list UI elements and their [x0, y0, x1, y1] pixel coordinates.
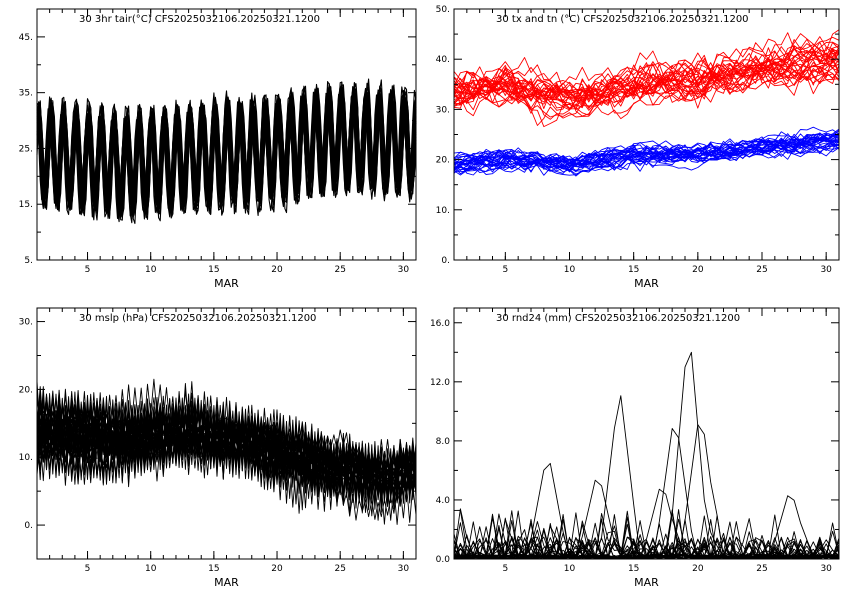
series-line-tx	[453, 43, 840, 100]
x-tick-label: 5	[85, 265, 91, 275]
x-tick-label: 25	[334, 265, 345, 275]
x-axis-label: MAR	[634, 576, 659, 589]
y-tick-label: 12.0	[430, 378, 450, 388]
x-tick-label: 30	[820, 265, 832, 275]
series-line-tx	[453, 48, 840, 128]
series-line-tx	[453, 49, 840, 111]
plot-area	[36, 78, 417, 225]
x-axis-label: MAR	[214, 576, 239, 589]
x-tick-label: 10	[564, 265, 576, 275]
chart-title: 30 rnd24 (mm) CFS2025032106.20250321.120…	[496, 313, 740, 324]
y-tick-label: 40.	[436, 55, 450, 65]
x-tick-label: 15	[628, 265, 639, 275]
series-line-tx	[453, 52, 840, 103]
x-tick-label: 20	[271, 564, 283, 574]
series-line-member	[36, 412, 417, 479]
series-line-tx	[453, 29, 840, 111]
y-tick-label: 20.	[436, 156, 450, 166]
y-tick-label: 0.	[24, 521, 33, 531]
series-line-member	[36, 393, 417, 503]
panel-tx-tn: MAR 5 10 15 20 25 30 0. 10. 20. 30. 40. 50. 30 tx an…	[436, 5, 840, 290]
x-tick-label: 20	[692, 265, 704, 275]
y-tick-label: 30.	[19, 318, 33, 328]
y-tick-label: 4.0	[436, 496, 451, 506]
series-line-tn	[453, 146, 840, 173]
y-tick-label: 15.	[19, 200, 33, 210]
series-line-member	[36, 87, 417, 218]
series-line-tx	[453, 48, 840, 111]
series-line-tx	[453, 55, 840, 103]
plot-frame	[36, 307, 417, 560]
series-line-tx	[453, 38, 840, 109]
x-tick-label: 10	[145, 265, 157, 275]
y-tick-label: 35.	[19, 89, 33, 99]
y-tick-label: 16.0	[430, 319, 450, 329]
x-tick-label: 5	[502, 564, 508, 574]
chart-title: 30 tx and tn (°C) CFS2025032106.20250321…	[496, 14, 749, 25]
y-tick-label: 50.	[436, 5, 450, 15]
plot-area	[453, 351, 840, 560]
x-tick-label: 10	[564, 564, 576, 574]
series-line-tx	[453, 61, 840, 120]
plot-area	[453, 29, 840, 177]
x-tick-label: 5	[502, 265, 508, 275]
panel-air-temperature: MAR 5 10 15 20 25 30 5. 15. 25. 35. 45. 30 3hr tair…	[19, 8, 417, 290]
plot-frame	[36, 8, 417, 261]
y-tick-label: 25.	[19, 144, 33, 154]
y-tick-label: 0.	[441, 256, 450, 266]
x-tick-label: 25	[756, 265, 767, 275]
y-tick-label: 8.0	[436, 437, 451, 447]
y-tick-label: 30.	[436, 105, 450, 115]
x-tick-label: 30	[398, 564, 410, 574]
y-tick-label: 5.	[24, 256, 33, 266]
series-line-member	[36, 406, 417, 495]
chart-title: 30 mslp (hPa) CFS2025032106.20250321.120…	[79, 313, 316, 324]
x-tick-label: 20	[692, 564, 704, 574]
y-tick-label: 0.0	[436, 555, 451, 565]
x-tick-label: 25	[756, 564, 767, 574]
series-line-tx	[453, 48, 840, 116]
plot-frame	[453, 307, 840, 560]
panel-mslp: MAR 5 10 15 20 25 30 0. 10. 20. 30. 30 mslp (hPa) …	[19, 307, 417, 589]
series-line-tx	[453, 56, 840, 107]
x-tick-label: 15	[628, 564, 639, 574]
x-axis-label: MAR	[214, 277, 239, 290]
x-tick-label: 10	[145, 564, 157, 574]
x-tick-label: 5	[85, 564, 91, 574]
series-line-tn	[453, 143, 840, 176]
series-line-member	[36, 403, 417, 516]
x-tick-label: 15	[208, 265, 219, 275]
series-line-tn	[453, 136, 840, 175]
y-tick-label: 10.	[19, 453, 33, 463]
series-line-member	[36, 88, 417, 215]
series-line-member	[453, 351, 840, 560]
x-axis-label: MAR	[634, 277, 659, 290]
chart-title: 30 3hr tair(°C) CFS2025032106.20250321.1…	[79, 14, 320, 25]
series-line-tx	[453, 46, 840, 108]
series-line-tn	[453, 132, 839, 173]
series-line-tn	[453, 133, 840, 173]
x-tick-label: 15	[208, 564, 219, 574]
plot-area	[36, 378, 417, 525]
plot-frame	[453, 8, 840, 261]
x-tick-label: 25	[334, 564, 345, 574]
y-tick-label: 10.	[436, 206, 450, 216]
panel-rainfall: MAR 5 10 15 20 25 30 0.0 4.0 8.0 12.0 16.0 30 rnd24…	[430, 307, 840, 589]
series-line-tn	[453, 129, 840, 169]
x-tick-label: 30	[820, 564, 832, 574]
y-tick-label: 45.	[19, 33, 33, 43]
series-line-tx	[453, 32, 840, 103]
x-tick-label: 30	[398, 265, 410, 275]
y-tick-label: 20.	[19, 385, 33, 395]
series-line-member	[453, 395, 840, 560]
x-tick-label: 20	[271, 265, 283, 275]
series-line-member	[36, 88, 417, 219]
